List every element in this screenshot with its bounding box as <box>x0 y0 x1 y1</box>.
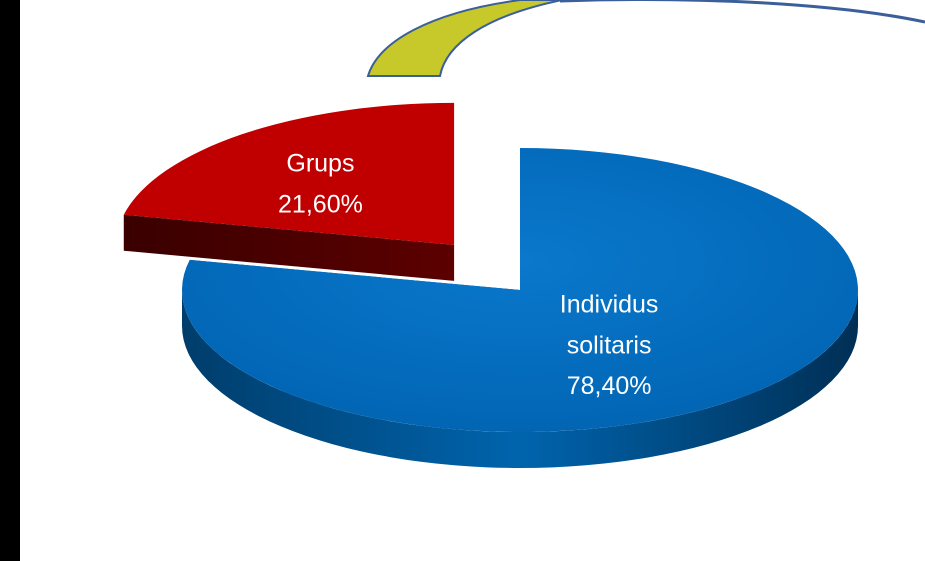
slice-top <box>182 148 859 432</box>
category-label: Grups <box>286 149 354 177</box>
value-label: 21,60% <box>278 190 363 218</box>
value-label: 78,40% <box>567 372 652 400</box>
slice <box>182 148 859 468</box>
left-border <box>0 0 20 561</box>
curved-arrow <box>366 0 563 77</box>
slice-top <box>123 102 455 245</box>
category-word: Individus <box>560 290 659 318</box>
slice-side <box>182 290 858 468</box>
labels: Grups 21,60% Individus solitaris 78,40% <box>278 149 658 400</box>
category-label: Individus solitaris <box>560 290 659 359</box>
slice-cut <box>123 214 455 281</box>
curved-arrow-line <box>559 0 925 24</box>
category-word: solitaris <box>567 331 652 359</box>
slice <box>123 102 455 281</box>
pie <box>123 102 859 468</box>
